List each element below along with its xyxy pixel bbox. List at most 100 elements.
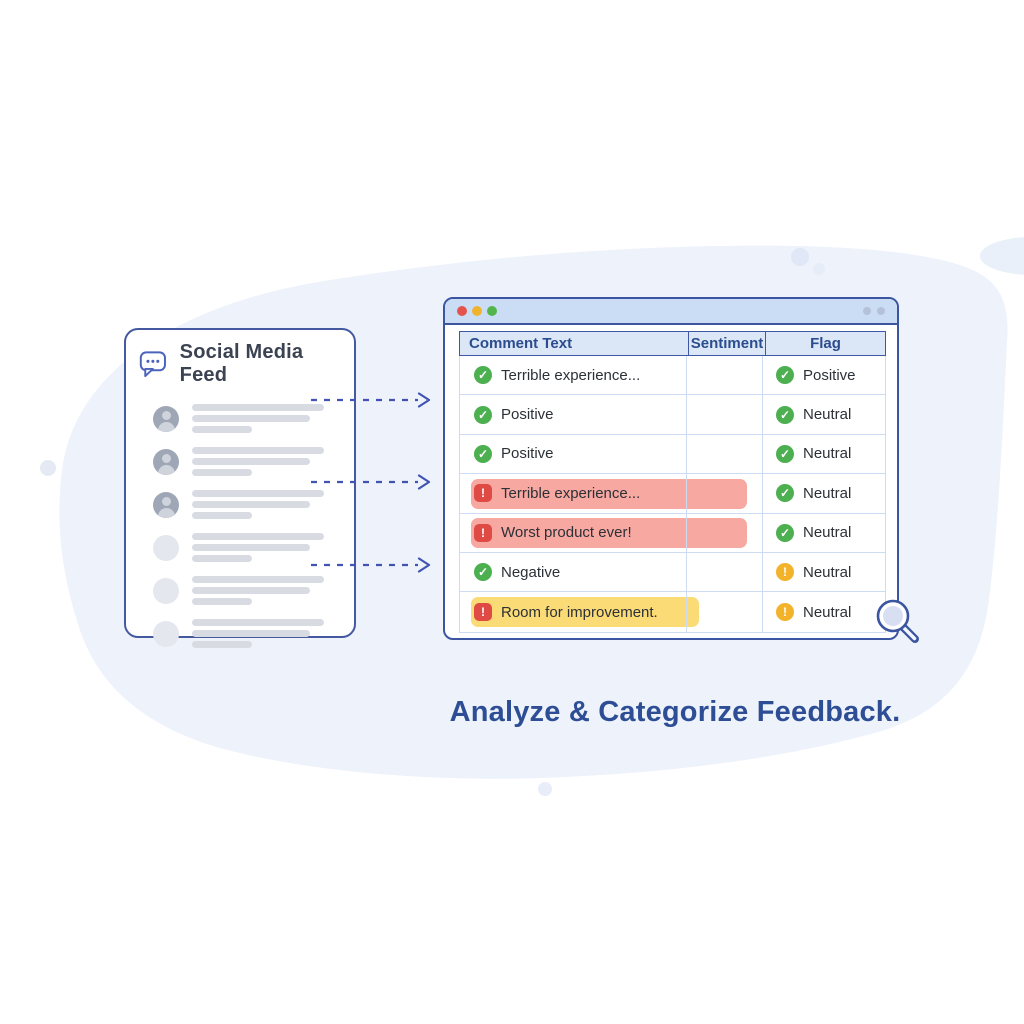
- yellow-highlight-bar: [471, 596, 699, 627]
- skeleton-line: [192, 469, 252, 476]
- check-circle-icon: ✓: [776, 366, 794, 385]
- table-row[interactable]: ! Worst product ever! ✓ Neutral: [460, 513, 885, 553]
- skeleton-line: [192, 458, 310, 465]
- sentiment-cell: [687, 356, 763, 395]
- comment-text: Negative: [501, 563, 561, 581]
- check-circle-icon: ✓: [474, 563, 492, 582]
- sentiment-cell: [687, 552, 763, 592]
- skeleton-line: [192, 404, 324, 411]
- comment-text: Positive: [501, 406, 554, 424]
- sentiment-cell: [687, 592, 763, 632]
- alert-square-icon: !: [474, 484, 492, 503]
- feed-item: [126, 526, 354, 569]
- column-header-comment-text[interactable]: Comment Text: [469, 335, 573, 352]
- skeleton-line: [192, 641, 252, 648]
- traffic-light-dot-1[interactable]: [472, 306, 482, 316]
- skeleton-line: [192, 576, 324, 583]
- flag-text: Neutral: [803, 445, 852, 463]
- placeholder-avatar: [153, 577, 179, 604]
- sentiment-cell: [687, 395, 763, 434]
- skeleton-line: [192, 598, 252, 605]
- sentiment-cell: [687, 513, 763, 552]
- red-highlight-bar: [471, 478, 747, 509]
- feed-list: [126, 397, 354, 655]
- check-circle-icon: ✓: [474, 366, 492, 385]
- sentiment-cell: [687, 474, 763, 513]
- table-row[interactable]: ! Room for improvement.! Neutral: [460, 592, 885, 632]
- comment-cell: ✓ Positive: [460, 395, 687, 434]
- chat-bubble-icon: [139, 351, 166, 378]
- skeleton-line: [192, 544, 310, 551]
- comment-cell: ✓ Negative: [460, 552, 687, 592]
- table-row[interactable]: ✓ Positive ✓ Neutral: [460, 434, 885, 475]
- check-circle-icon: ✓: [776, 523, 794, 542]
- check-circle-icon: ✓: [776, 405, 794, 424]
- skeleton-line: [192, 415, 310, 422]
- comment-cell: ! Terrible experience...: [460, 474, 687, 513]
- flag-text: Neutral: [803, 603, 852, 621]
- column-header-flag[interactable]: Flag: [810, 335, 841, 352]
- comment-text: Terrible experience...: [501, 366, 641, 384]
- skeleton-line: [192, 619, 324, 626]
- traffic-light-dot-0[interactable]: [457, 306, 467, 316]
- table-row[interactable]: ! Terrible experience... ✓ Neutral: [460, 474, 885, 514]
- table-body: ✓ Terrible experience... ✓ Positive ✓ Positiv…: [459, 356, 886, 633]
- skeleton-line: [192, 512, 252, 519]
- decor-dot: [813, 263, 825, 275]
- window-control-dot[interactable]: [863, 307, 871, 315]
- decor-dot: [538, 782, 552, 796]
- person-avatar: [153, 405, 179, 432]
- alert-circle-icon: !: [776, 603, 794, 622]
- decor-dot: [791, 248, 809, 266]
- flow-arrow: [311, 474, 431, 490]
- feed-item: [126, 569, 354, 612]
- sentiment-cell: [687, 434, 763, 474]
- feed-title: Social Media Feed: [179, 341, 304, 386]
- flag-cell: ✓ Neutral: [763, 395, 885, 433]
- skeleton-text-lines: [192, 447, 324, 476]
- flag-text: Neutral: [803, 484, 852, 502]
- column-header-sentiment[interactable]: Sentiment: [688, 332, 766, 355]
- feed-item: [126, 440, 354, 483]
- table-row[interactable]: ✓ Terrible experience... ✓ Positive: [460, 356, 885, 396]
- flag-text: Neutral: [803, 406, 852, 424]
- flag-cell: ! Neutral: [763, 592, 885, 631]
- comment-text: Room for improvement.: [501, 603, 658, 621]
- skeleton-line: [192, 630, 310, 637]
- comment-cell: ! Room for improvement.: [460, 592, 687, 632]
- traffic-lights: [457, 306, 497, 316]
- placeholder-avatar: [153, 620, 179, 647]
- table-row[interactable]: ✓ Negative! Neutral: [460, 552, 885, 593]
- comment-text: Terrible experience...: [501, 484, 641, 502]
- alert-square-icon: !: [474, 523, 492, 542]
- person-avatar: [153, 491, 179, 518]
- skeleton-text-lines: [192, 404, 324, 433]
- comment-text: Positive: [501, 445, 554, 463]
- skeleton-line: [192, 426, 252, 433]
- flag-text: Neutral: [803, 563, 852, 581]
- decor-dot: [40, 460, 56, 476]
- flow-arrow: [311, 392, 431, 408]
- magnifier-icon[interactable]: [869, 592, 929, 654]
- feed-item: [126, 397, 354, 440]
- alert-circle-icon: !: [776, 563, 794, 582]
- comment-cell: ! Worst product ever!: [460, 513, 687, 552]
- flag-cell: ✓ Neutral: [763, 514, 885, 552]
- table-row[interactable]: ✓ Positive ✓ Neutral: [460, 395, 885, 435]
- skeleton-text-lines: [192, 576, 324, 605]
- skeleton-line: [192, 490, 324, 497]
- feed-header: Social Media Feed: [126, 330, 354, 387]
- check-circle-icon: ✓: [474, 444, 492, 463]
- flag-text: Neutral: [803, 524, 852, 542]
- comment-text: Worst product ever!: [501, 524, 632, 542]
- skeleton-text-lines: [192, 490, 324, 519]
- window-titlebar: [445, 299, 897, 325]
- window-control-dot[interactable]: [877, 307, 885, 315]
- feed-item: [126, 483, 354, 526]
- placeholder-avatar: [153, 534, 179, 561]
- check-circle-icon: ✓: [776, 484, 794, 503]
- skeleton-text-lines: [192, 533, 324, 562]
- traffic-light-dot-2[interactable]: [487, 306, 497, 316]
- caption: Analyze & Categorize Feedback.: [449, 696, 901, 728]
